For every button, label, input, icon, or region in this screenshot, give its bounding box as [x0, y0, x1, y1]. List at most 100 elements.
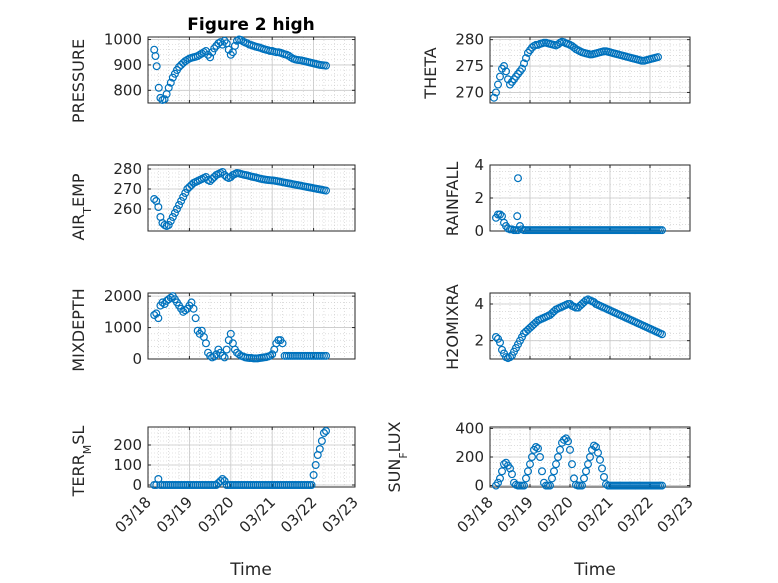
data-point [513, 174, 522, 183]
data-point [266, 351, 275, 360]
data-point [158, 298, 167, 307]
y-tick-label: 275 [455, 57, 484, 75]
panel-h2omixra: 2 4 H2OMIXRA [443, 284, 691, 370]
data-point [500, 460, 509, 469]
y-axis-label-terr-rest: SL [69, 426, 88, 445]
x-tick-label: 03/21 [236, 493, 279, 536]
x-axis-label-left: Time [229, 560, 272, 580]
panel-pressure: 800 900 1000 Figure 2 high PRESSURE [69, 15, 356, 123]
data-point [517, 64, 526, 73]
data-point [492, 88, 501, 97]
data-point [494, 478, 503, 487]
data-point [322, 351, 331, 360]
data-point [224, 45, 233, 54]
data-point [500, 62, 509, 71]
panel-theta: 270 275 280 THETA [421, 31, 691, 104]
y-axis-label-air-temp-sub: T [81, 207, 94, 215]
y-axis-label-pressure: PRESSURE [69, 39, 88, 123]
data-point [166, 293, 175, 302]
y-tick-label: 0 [474, 477, 484, 495]
data-point [513, 226, 522, 235]
data-point [322, 61, 331, 70]
y-tick-label: 800 [113, 81, 142, 99]
axes-box [147, 426, 356, 488]
data-point [496, 474, 505, 483]
y-axis-label-terr-msl: TERRMSL [69, 426, 94, 498]
data-point [208, 175, 217, 184]
data-point [160, 95, 169, 104]
data-point [545, 481, 554, 490]
data-point [210, 352, 219, 361]
data-point [152, 62, 161, 71]
y-axis-label-h2omixra: H2OMIXRA [443, 284, 462, 370]
y-tick-label: 400 [455, 419, 484, 437]
x-tick-label: 03/19 [494, 493, 537, 536]
y-tick-label: 1000 [104, 31, 142, 49]
data-point [565, 300, 574, 309]
y-tick-label: 200 [455, 448, 484, 466]
data-point [322, 186, 331, 195]
data-point [537, 467, 546, 476]
x-tick-label: 03/23 [319, 493, 362, 536]
data-point [268, 350, 277, 359]
y-axis-label-terr-base: TERR [69, 454, 88, 497]
data-point [315, 445, 324, 454]
data-point [521, 54, 530, 63]
data-point [583, 460, 592, 469]
data-point [309, 471, 318, 480]
data-point [181, 306, 190, 315]
data-point [172, 205, 181, 214]
data-point [164, 83, 173, 92]
y-tick-label: 270 [455, 83, 484, 101]
y-tick-label: 4 [474, 156, 484, 174]
axes-box [489, 292, 691, 360]
axes-box [147, 36, 356, 104]
data-point [496, 338, 505, 347]
x-tick-label: 03/23 [654, 493, 697, 536]
data-point [579, 474, 588, 483]
data-point [220, 36, 229, 45]
data-point [226, 50, 235, 59]
data-point [525, 460, 534, 469]
data-point [237, 36, 246, 45]
data-point [589, 298, 598, 307]
y-tick-label: 900 [113, 56, 142, 74]
data-point [226, 329, 235, 338]
data-point [523, 467, 532, 476]
data-point [168, 213, 177, 222]
data-point [206, 177, 215, 186]
y-axis-label-air-temp-rest: EMP [69, 173, 88, 207]
axes-box [489, 36, 691, 104]
data-point [311, 461, 320, 470]
y-tick-label: 0 [474, 222, 484, 240]
data-point [527, 453, 536, 462]
y-axis-label-terr-sub: M [81, 445, 94, 455]
y-axis-label-theta: THETA [421, 47, 440, 99]
y-tick-label: 280 [455, 31, 484, 49]
data-point [181, 189, 190, 198]
data-point [154, 83, 163, 92]
y-tick-label: 2 [474, 189, 484, 207]
x-tick-label: 03/22 [277, 493, 320, 536]
data-point [307, 481, 316, 490]
data-point [208, 48, 217, 57]
data-point [589, 441, 598, 450]
y-tick-label: 100 [113, 456, 142, 474]
y-tick-label: 2000 [104, 287, 142, 305]
data-point [317, 437, 326, 446]
data-point [533, 444, 542, 453]
panel-mixdepth: 0 1000 2000 MIXDEPTH [69, 287, 356, 372]
data-point [151, 52, 160, 61]
data-point [535, 453, 544, 462]
data-point [220, 477, 229, 486]
data-point [152, 309, 161, 318]
chart-title: Figure 2 high [187, 15, 315, 35]
data-point [504, 75, 513, 84]
data-point [549, 307, 558, 316]
x-tick-label: 03/22 [614, 493, 657, 536]
data-point [559, 435, 568, 444]
data-point [168, 73, 177, 82]
data-point [494, 80, 503, 89]
